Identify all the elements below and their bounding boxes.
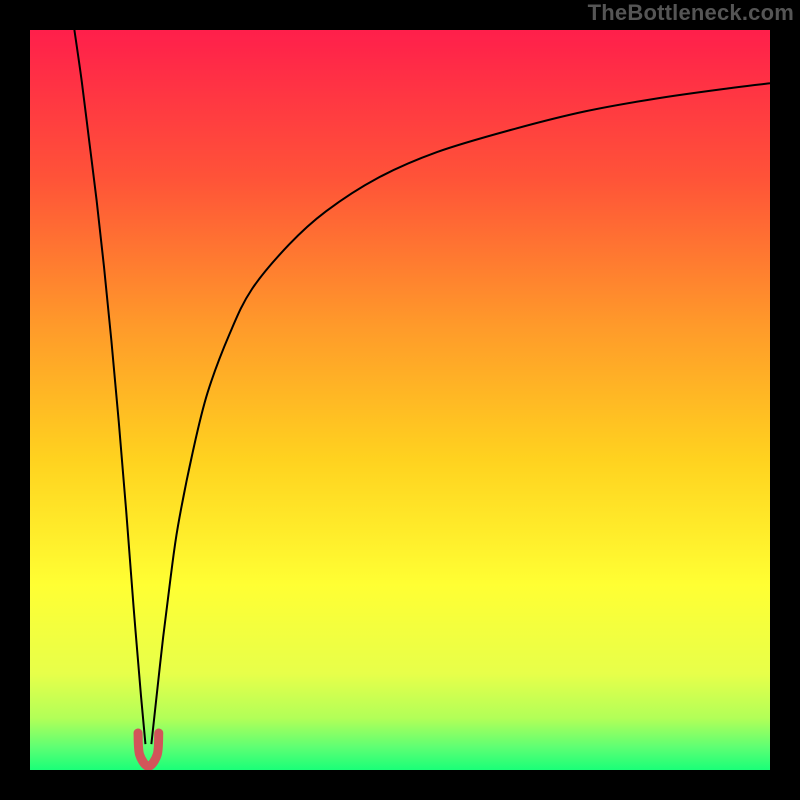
gradient-background (30, 30, 770, 770)
chart-frame: TheBottleneck.com (0, 0, 800, 800)
bottleneck-curve-chart (0, 0, 800, 800)
